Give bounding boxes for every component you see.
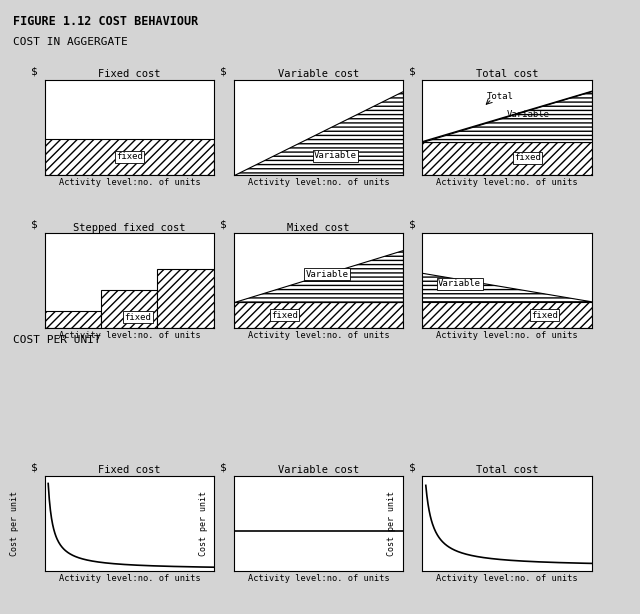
X-axis label: Activity level:no. of units: Activity level:no. of units xyxy=(248,574,389,583)
Text: Variable: Variable xyxy=(314,152,357,160)
Polygon shape xyxy=(45,139,214,175)
X-axis label: Activity level:no. of units: Activity level:no. of units xyxy=(248,332,389,340)
X-axis label: Activity level:no. of units: Activity level:no. of units xyxy=(436,178,578,187)
Text: $: $ xyxy=(220,220,227,230)
X-axis label: Activity level:no. of units: Activity level:no. of units xyxy=(59,332,200,340)
Text: $: $ xyxy=(31,220,38,230)
Polygon shape xyxy=(422,142,592,175)
Title: Fixed cost: Fixed cost xyxy=(99,465,161,475)
Text: $: $ xyxy=(220,462,227,472)
Polygon shape xyxy=(234,302,403,328)
Title: Stepped fixed cost: Stepped fixed cost xyxy=(74,222,186,233)
Polygon shape xyxy=(422,91,592,142)
Polygon shape xyxy=(45,311,100,328)
Text: COST IN AGGERGATE: COST IN AGGERGATE xyxy=(13,37,127,47)
Text: COST PER UNIT: COST PER UNIT xyxy=(13,335,100,344)
Text: Cost per unit: Cost per unit xyxy=(387,491,396,556)
Text: Variable: Variable xyxy=(438,279,481,288)
X-axis label: Activity level:no. of units: Activity level:no. of units xyxy=(436,332,578,340)
Text: $: $ xyxy=(31,462,38,472)
Text: $: $ xyxy=(31,66,38,76)
X-axis label: Activity level:no. of units: Activity level:no. of units xyxy=(59,574,200,583)
Polygon shape xyxy=(422,302,592,328)
Text: fixed: fixed xyxy=(531,311,558,320)
Polygon shape xyxy=(157,270,214,328)
Polygon shape xyxy=(234,251,403,302)
Text: Total: Total xyxy=(487,93,514,101)
Title: Fixed cost: Fixed cost xyxy=(99,69,161,79)
Title: Total cost: Total cost xyxy=(476,69,538,79)
X-axis label: Activity level:no. of units: Activity level:no. of units xyxy=(436,574,578,583)
Title: Mixed cost: Mixed cost xyxy=(287,222,349,233)
Text: $: $ xyxy=(409,66,415,76)
Text: FIGURE 1.12 COST BEHAVIOUR: FIGURE 1.12 COST BEHAVIOUR xyxy=(13,15,198,28)
Text: fixed: fixed xyxy=(116,152,143,161)
Text: $: $ xyxy=(220,66,227,76)
Title: Total cost: Total cost xyxy=(476,465,538,475)
Polygon shape xyxy=(234,91,403,175)
Text: fixed: fixed xyxy=(514,154,541,162)
Text: Cost per unit: Cost per unit xyxy=(198,491,207,556)
Text: Variable: Variable xyxy=(508,109,550,119)
Polygon shape xyxy=(422,273,592,302)
Text: Variable: Variable xyxy=(305,270,348,279)
Text: fixed: fixed xyxy=(125,313,152,322)
Text: Cost per unit: Cost per unit xyxy=(10,491,19,556)
X-axis label: Activity level:no. of units: Activity level:no. of units xyxy=(59,178,200,187)
Title: Variable cost: Variable cost xyxy=(278,69,359,79)
Title: Variable cost: Variable cost xyxy=(278,465,359,475)
Polygon shape xyxy=(100,290,157,328)
X-axis label: Activity level:no. of units: Activity level:no. of units xyxy=(248,178,389,187)
Text: $: $ xyxy=(409,462,415,472)
Text: fixed: fixed xyxy=(271,311,298,320)
Text: $: $ xyxy=(409,220,415,230)
